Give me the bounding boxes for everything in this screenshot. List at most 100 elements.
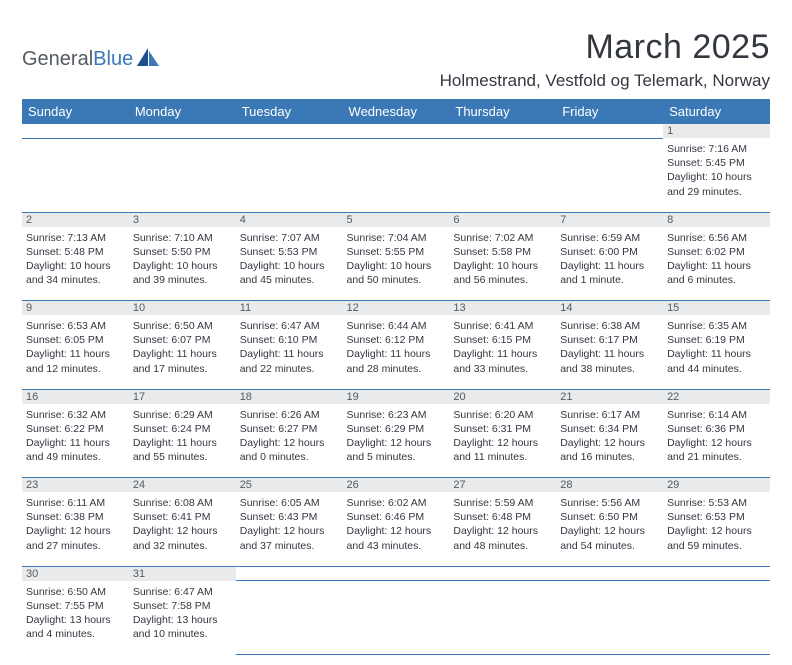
sunset-text: Sunset: 6:38 PM: [26, 510, 125, 524]
daylight-text: Daylight: 11 hours and 22 minutes.: [240, 347, 339, 375]
content-row: Sunrise: 7:13 AMSunset: 5:48 PMDaylight:…: [22, 227, 770, 301]
day-details: Sunrise: 6:29 AMSunset: 6:24 PMDaylight:…: [133, 406, 232, 465]
day-cell: Sunrise: 6:23 AMSunset: 6:29 PMDaylight:…: [343, 404, 450, 478]
day-details: Sunrise: 6:38 AMSunset: 6:17 PMDaylight:…: [560, 317, 659, 376]
sunrise-text: Sunrise: 7:04 AM: [347, 231, 446, 245]
day-number: 2: [22, 212, 129, 227]
day-cell: Sunrise: 7:07 AMSunset: 5:53 PMDaylight:…: [236, 227, 343, 301]
content-row: Sunrise: 6:53 AMSunset: 6:05 PMDaylight:…: [22, 315, 770, 389]
day-number: 19: [343, 389, 450, 404]
day-details: Sunrise: 6:35 AMSunset: 6:19 PMDaylight:…: [667, 317, 766, 376]
day-number: 31: [129, 566, 236, 581]
sunset-text: Sunset: 5:48 PM: [26, 245, 125, 259]
empty-cell: [449, 581, 556, 655]
empty-cell: [556, 138, 663, 212]
empty-daynum: [663, 566, 770, 581]
day-number: 14: [556, 301, 663, 316]
sunrise-text: Sunrise: 5:53 AM: [667, 496, 766, 510]
sunrise-text: Sunrise: 6:11 AM: [26, 496, 125, 510]
sunset-text: Sunset: 6:34 PM: [560, 422, 659, 436]
day-cell: Sunrise: 6:47 AMSunset: 7:58 PMDaylight:…: [129, 581, 236, 655]
day-details: Sunrise: 6:05 AMSunset: 6:43 PMDaylight:…: [240, 494, 339, 553]
day-details: Sunrise: 7:07 AMSunset: 5:53 PMDaylight:…: [240, 229, 339, 288]
day-number: 24: [129, 478, 236, 493]
day-cell: Sunrise: 6:20 AMSunset: 6:31 PMDaylight:…: [449, 404, 556, 478]
day-details: Sunrise: 5:53 AMSunset: 6:53 PMDaylight:…: [667, 494, 766, 553]
daylight-text: Daylight: 12 hours and 37 minutes.: [240, 524, 339, 552]
empty-cell: [663, 581, 770, 655]
day-cell: Sunrise: 6:41 AMSunset: 6:15 PMDaylight:…: [449, 315, 556, 389]
day-details: Sunrise: 5:56 AMSunset: 6:50 PMDaylight:…: [560, 494, 659, 553]
day-number: 26: [343, 478, 450, 493]
daynum-row: 9101112131415: [22, 301, 770, 316]
day-details: Sunrise: 6:32 AMSunset: 6:22 PMDaylight:…: [26, 406, 125, 465]
day-cell: Sunrise: 7:16 AMSunset: 5:45 PMDaylight:…: [663, 138, 770, 212]
daylight-text: Daylight: 13 hours and 4 minutes.: [26, 613, 125, 641]
day-details: Sunrise: 6:53 AMSunset: 6:05 PMDaylight:…: [26, 317, 125, 376]
day-details: Sunrise: 6:02 AMSunset: 6:46 PMDaylight:…: [347, 494, 446, 553]
daylight-text: Daylight: 11 hours and 6 minutes.: [667, 259, 766, 287]
day-cell: Sunrise: 6:47 AMSunset: 6:10 PMDaylight:…: [236, 315, 343, 389]
sunset-text: Sunset: 6:36 PM: [667, 422, 766, 436]
day-details: Sunrise: 6:08 AMSunset: 6:41 PMDaylight:…: [133, 494, 232, 553]
daylight-text: Daylight: 11 hours and 12 minutes.: [26, 347, 125, 375]
daylight-text: Daylight: 13 hours and 10 minutes.: [133, 613, 232, 641]
sunset-text: Sunset: 6:31 PM: [453, 422, 552, 436]
day-cell: Sunrise: 6:14 AMSunset: 6:36 PMDaylight:…: [663, 404, 770, 478]
day-number: 20: [449, 389, 556, 404]
location: Holmestrand, Vestfold og Telemark, Norwa…: [440, 71, 770, 91]
day-details: Sunrise: 7:16 AMSunset: 5:45 PMDaylight:…: [667, 140, 766, 199]
empty-daynum: [343, 566, 450, 581]
daylight-text: Daylight: 12 hours and 5 minutes.: [347, 436, 446, 464]
daynum-row: 1: [22, 124, 770, 138]
day-cell: Sunrise: 6:05 AMSunset: 6:43 PMDaylight:…: [236, 492, 343, 566]
day-cell: Sunrise: 5:59 AMSunset: 6:48 PMDaylight:…: [449, 492, 556, 566]
day-cell: Sunrise: 7:13 AMSunset: 5:48 PMDaylight:…: [22, 227, 129, 301]
day-number: 3: [129, 212, 236, 227]
daynum-row: 3031: [22, 566, 770, 581]
day-number: 17: [129, 389, 236, 404]
day-number: 30: [22, 566, 129, 581]
day-details: Sunrise: 6:17 AMSunset: 6:34 PMDaylight:…: [560, 406, 659, 465]
day-cell: Sunrise: 6:02 AMSunset: 6:46 PMDaylight:…: [343, 492, 450, 566]
daylight-text: Daylight: 11 hours and 28 minutes.: [347, 347, 446, 375]
sunrise-text: Sunrise: 6:29 AM: [133, 408, 232, 422]
day-details: Sunrise: 6:11 AMSunset: 6:38 PMDaylight:…: [26, 494, 125, 553]
day-cell: Sunrise: 6:29 AMSunset: 6:24 PMDaylight:…: [129, 404, 236, 478]
day-details: Sunrise: 7:10 AMSunset: 5:50 PMDaylight:…: [133, 229, 232, 288]
sunrise-text: Sunrise: 6:44 AM: [347, 319, 446, 333]
daylight-text: Daylight: 10 hours and 39 minutes.: [133, 259, 232, 287]
day-cell: Sunrise: 6:08 AMSunset: 6:41 PMDaylight:…: [129, 492, 236, 566]
daylight-text: Daylight: 12 hours and 27 minutes.: [26, 524, 125, 552]
day-cell: Sunrise: 6:50 AMSunset: 6:07 PMDaylight:…: [129, 315, 236, 389]
daynum-row: 23242526272829: [22, 478, 770, 493]
empty-daynum: [343, 124, 450, 138]
day-number: 4: [236, 212, 343, 227]
sunset-text: Sunset: 6:10 PM: [240, 333, 339, 347]
day-details: Sunrise: 6:23 AMSunset: 6:29 PMDaylight:…: [347, 406, 446, 465]
sunrise-text: Sunrise: 6:50 AM: [133, 319, 232, 333]
daylight-text: Daylight: 10 hours and 50 minutes.: [347, 259, 446, 287]
empty-cell: [449, 138, 556, 212]
sunset-text: Sunset: 5:58 PM: [453, 245, 552, 259]
sunrise-text: Sunrise: 5:56 AM: [560, 496, 659, 510]
day-number: 25: [236, 478, 343, 493]
day-details: Sunrise: 5:59 AMSunset: 6:48 PMDaylight:…: [453, 494, 552, 553]
empty-cell: [343, 581, 450, 655]
day-number: 27: [449, 478, 556, 493]
day-cell: Sunrise: 7:02 AMSunset: 5:58 PMDaylight:…: [449, 227, 556, 301]
day-number: 10: [129, 301, 236, 316]
day-number: 18: [236, 389, 343, 404]
sunrise-text: Sunrise: 7:10 AM: [133, 231, 232, 245]
daylight-text: Daylight: 11 hours and 49 minutes.: [26, 436, 125, 464]
day-number: 29: [663, 478, 770, 493]
empty-daynum: [129, 124, 236, 138]
weekday-tuesday: Tuesday: [236, 99, 343, 124]
daynum-row: 2345678: [22, 212, 770, 227]
daylight-text: Daylight: 12 hours and 43 minutes.: [347, 524, 446, 552]
day-cell: Sunrise: 6:26 AMSunset: 6:27 PMDaylight:…: [236, 404, 343, 478]
empty-cell: [556, 581, 663, 655]
weekday-wednesday: Wednesday: [343, 99, 450, 124]
day-number: 16: [22, 389, 129, 404]
day-details: Sunrise: 6:20 AMSunset: 6:31 PMDaylight:…: [453, 406, 552, 465]
